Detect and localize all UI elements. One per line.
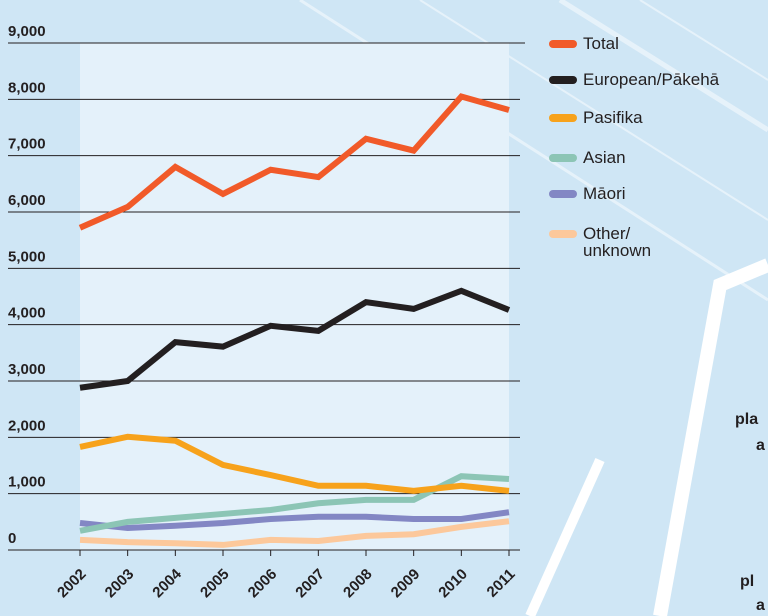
background-text: a: [756, 437, 765, 454]
x-tick-label: 2005: [197, 566, 233, 602]
legend-label: European/Pākehā: [583, 71, 678, 88]
background-text: pla: [735, 411, 758, 428]
x-tick-label: 2006: [245, 566, 281, 602]
x-tick-label: 2004: [149, 565, 185, 601]
chart: pla a pl a 0 1,000 2,000 3,000 4,000 5,000 6,0…: [0, 0, 768, 616]
x-tick-label: 2010: [435, 566, 471, 602]
background-text: pl: [740, 573, 754, 590]
y-tick-label: 9,000: [8, 23, 46, 40]
y-tick-label: 7,000: [8, 136, 46, 153]
y-tick-label: 8,000: [8, 79, 46, 96]
legend-label: Asian: [583, 149, 678, 166]
y-tick-label: 5,000: [8, 248, 46, 265]
x-tick-label: 2011: [484, 566, 519, 601]
x-tick-label: 2002: [54, 566, 90, 602]
legend-label: Other/ unknown: [583, 225, 678, 259]
y-tick-label: 4,000: [8, 305, 46, 322]
y-tick-label: 2,000: [8, 417, 46, 434]
y-tick-label: 1,000: [8, 474, 46, 491]
legend-label: Total: [583, 35, 678, 52]
legend-label: Pasifika: [583, 109, 678, 126]
background-text: a: [756, 597, 765, 614]
y-tick-label: 3,000: [8, 361, 46, 378]
page: pla a pl a 0 1,000 2,000 3,000 4,000 5,000 6,0…: [0, 0, 768, 616]
x-tick-label: 2007: [292, 566, 328, 602]
legend-label: Māori: [583, 185, 678, 202]
x-tick-label: 2008: [340, 566, 376, 602]
y-tick-label: 6,000: [8, 192, 46, 209]
x-tick-label: 2003: [102, 566, 138, 602]
x-tick-label: 2009: [388, 566, 424, 602]
y-tick-label: 0: [8, 530, 16, 547]
